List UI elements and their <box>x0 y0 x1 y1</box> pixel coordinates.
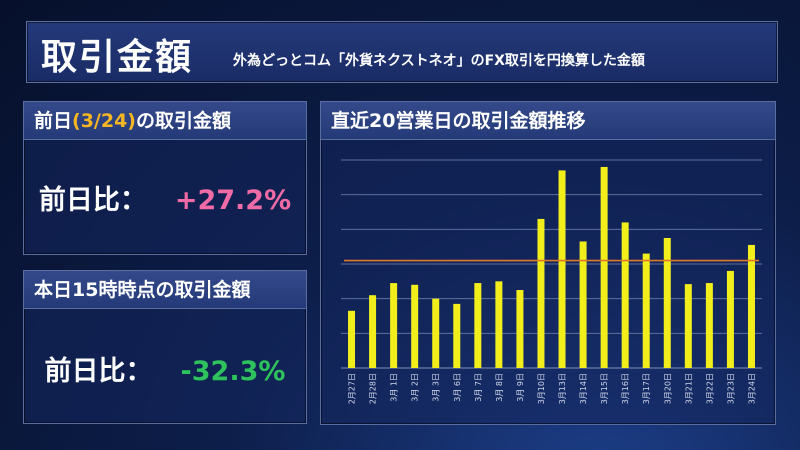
prev-day-title-date: (3/24) <box>72 110 136 132</box>
prev-day-title-pre: 前日 <box>34 110 73 132</box>
today-metric-label: 前日比： <box>44 356 153 387</box>
prev-day-panel: 前日(3/24)の取引金額 前日比： +27.2% <box>23 101 307 255</box>
x-tick-label: 3月20日 <box>663 373 672 404</box>
x-tick-label: 3月23日 <box>726 373 735 404</box>
prev-day-metric-label: 前日比： <box>38 185 147 216</box>
x-tick-label: 3月10日 <box>537 373 546 404</box>
header-banner: 取引金額 外為どっとコム「外貨ネクストネオ」のFX取引を円換算した金額 <box>26 21 778 83</box>
x-tick-label: 3月14日 <box>579 373 588 404</box>
bar <box>621 222 629 368</box>
bar <box>558 170 566 368</box>
bar <box>705 283 713 368</box>
bar <box>642 253 650 368</box>
x-tick-label: 3月 3日 <box>432 373 441 402</box>
prev-day-title: 前日(3/24)の取引金額 <box>24 102 306 140</box>
bar <box>453 303 461 368</box>
x-tick-label: 3月22日 <box>705 373 714 404</box>
bar <box>663 238 671 368</box>
x-tick-label: 3月 9日 <box>516 373 525 402</box>
x-tick-label: 3月13日 <box>558 373 567 404</box>
page-title: 取引金額 <box>41 37 194 78</box>
bar <box>432 298 440 368</box>
bar <box>579 241 587 368</box>
x-tick-label: 3月 7日 <box>474 373 483 402</box>
x-tick-label: 2月27日 <box>348 373 357 404</box>
chart-title: 直近20営業日の取引金額推移 <box>321 102 775 140</box>
x-tick-label: 3月16日 <box>621 373 630 404</box>
x-tick-label: 3月15日 <box>600 373 609 404</box>
x-tick-label: 3月 6日 <box>453 373 462 402</box>
today-panel: 本日15時時点の取引金額 前日比： -32.3% <box>23 270 307 424</box>
bar <box>411 284 419 368</box>
x-tick-label: 3月21日 <box>684 373 693 404</box>
bar <box>537 218 545 368</box>
today-title: 本日15時時点の取引金額 <box>24 271 306 309</box>
x-tick-label: 3月17日 <box>642 373 651 404</box>
bar <box>600 166 608 368</box>
bar <box>474 283 482 368</box>
bar <box>747 244 755 368</box>
bar <box>495 281 503 368</box>
bar <box>390 283 398 368</box>
prev-day-title-post: の取引金額 <box>135 110 231 132</box>
today-metric-value: -32.3% <box>180 356 286 387</box>
x-tick-label: 3月 8日 <box>495 373 504 402</box>
x-tick-label: 2月28日 <box>369 373 378 404</box>
x-tick-label: 3月24日 <box>747 373 756 404</box>
x-tick-label: 3月 2日 <box>411 373 420 402</box>
bar <box>348 310 356 368</box>
bar <box>369 295 377 368</box>
today-metric: 前日比： -32.3% <box>24 349 306 388</box>
prev-day-metric-value: +27.2% <box>174 185 292 216</box>
bar <box>726 270 734 368</box>
bar <box>516 290 524 368</box>
page-subtitle: 外為どっとコム「外貨ネクストネオ」のFX取引を円換算した金額 <box>233 53 645 69</box>
x-tick-label: 3月 1日 <box>390 373 399 402</box>
bar <box>684 284 692 368</box>
chart-panel: 直近20営業日の取引金額推移 2月27日 2月28日 3月 1日 3月 2日 3月 3日… <box>320 101 776 425</box>
bar-chart: 2月27日 2月28日 3月 1日 3月 2日 3月 3日 3月 6日 3月 7日 3月 8日… <box>341 159 762 404</box>
prev-day-metric: 前日比： +27.2% <box>24 178 306 217</box>
